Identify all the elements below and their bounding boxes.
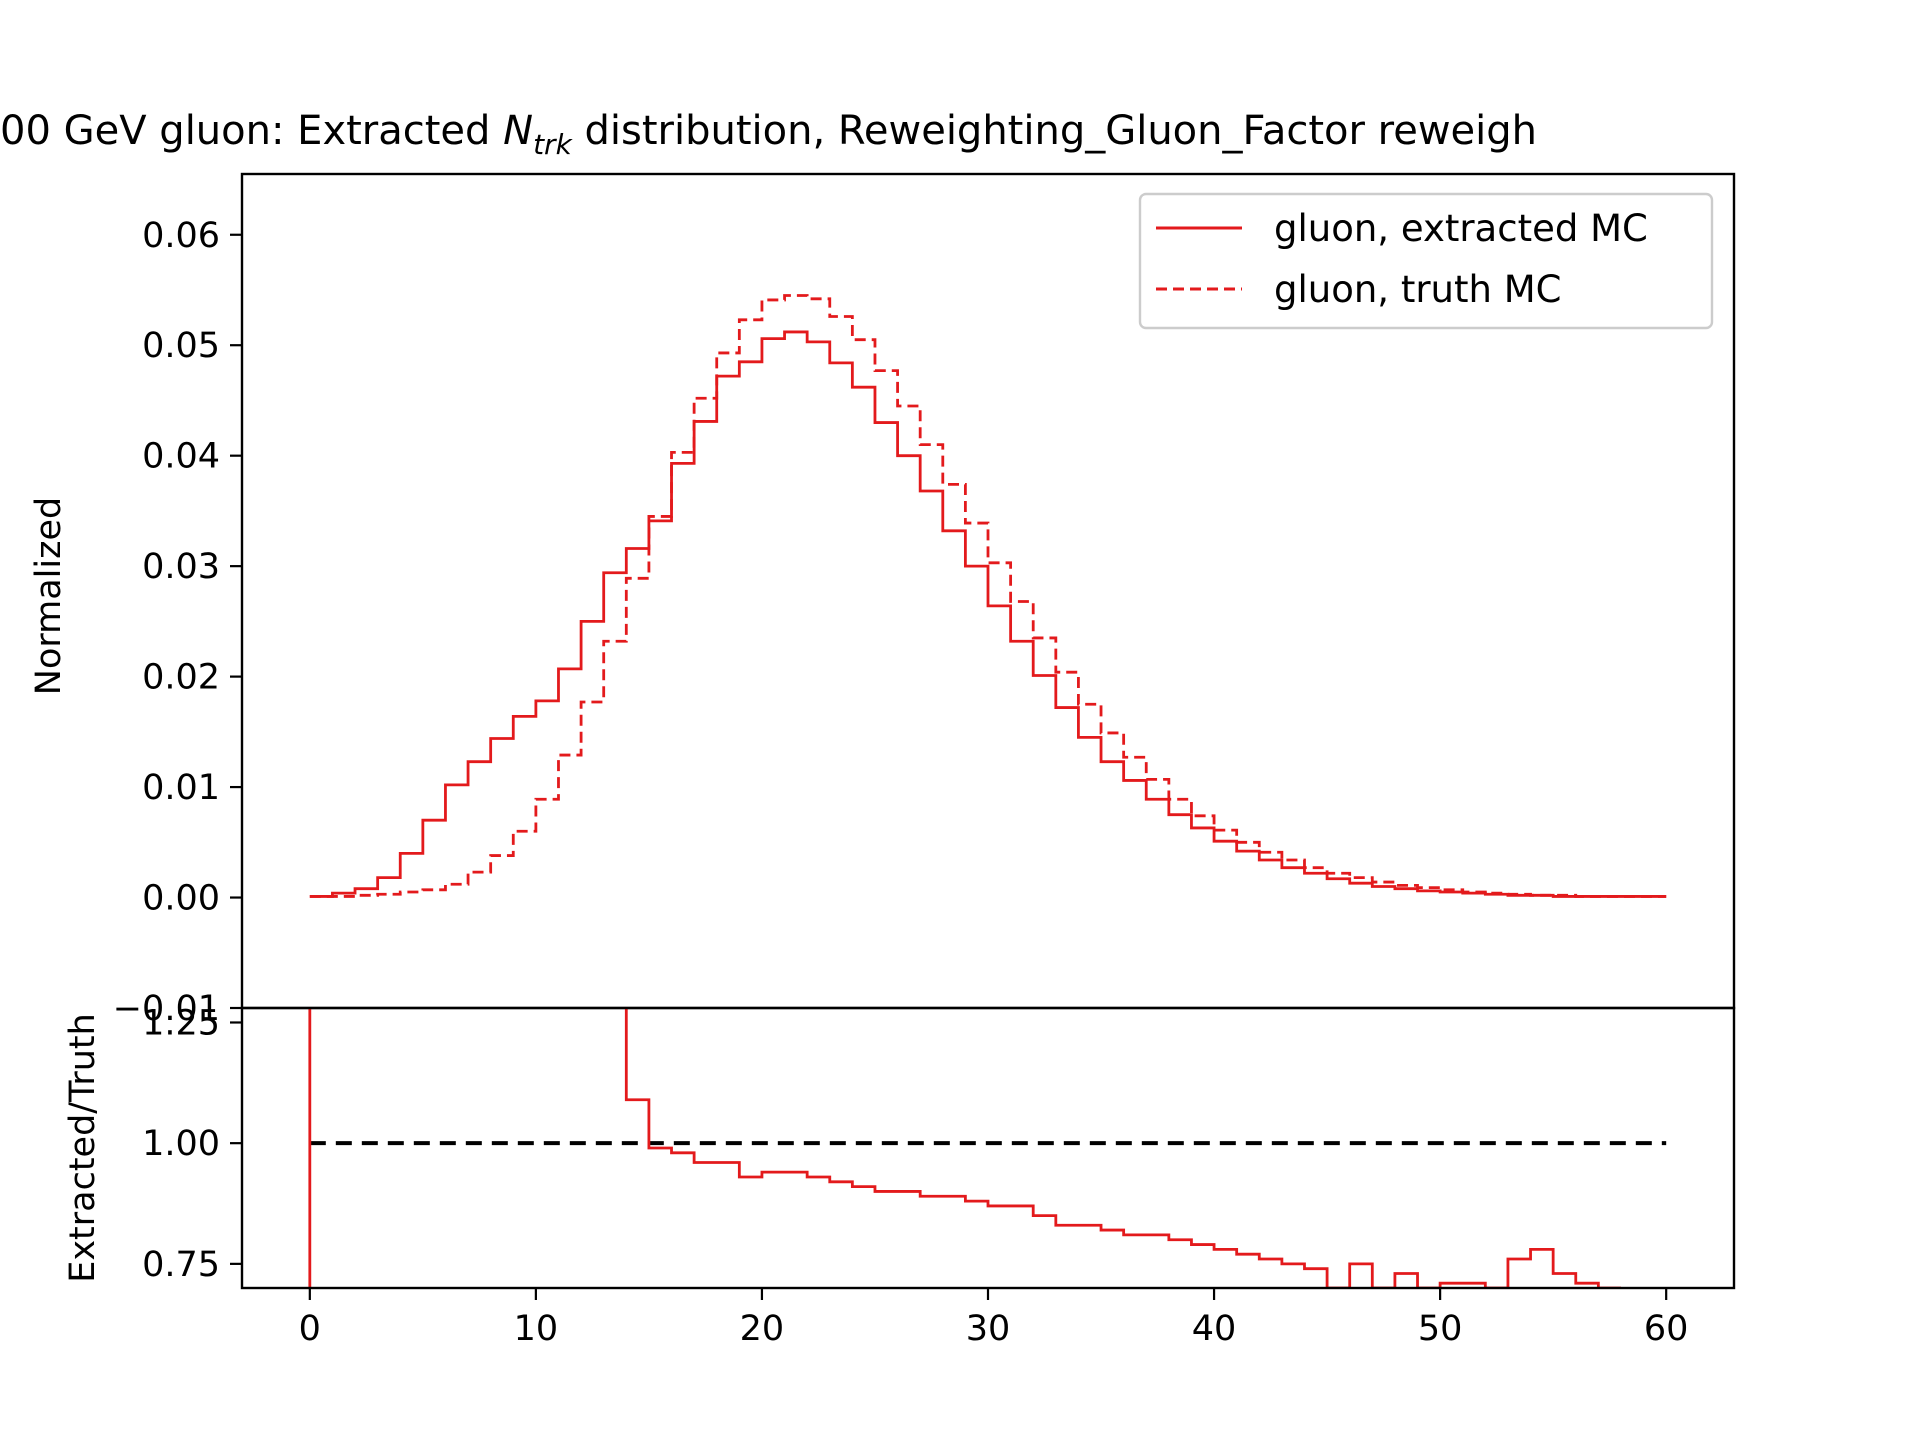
x-tick-label: 60: [1644, 1309, 1689, 1349]
title-prefix: 00 GeV gluon: Extracted: [0, 108, 503, 154]
ratio-y-label: Extracted/Truth: [63, 1013, 103, 1283]
legend-label-extracted: gluon, extracted MC: [1274, 207, 1648, 250]
series-extracted-line: [309, 330, 1667, 898]
main-y-tick-label: 0.05: [142, 326, 220, 366]
ratio-series-line: [624, 1008, 1621, 1288]
ratio-x-axis: 0 10 20 30 40 50 60: [299, 1288, 1689, 1349]
series-truth-line: [309, 294, 1667, 898]
legend-box: [1138, 192, 1714, 330]
main-plot-area: [309, 294, 1667, 898]
main-y-tick-label: 0.04: [142, 437, 220, 477]
title-suffix: distribution, Reweighting_Gluon_Factor r…: [572, 108, 1537, 154]
ratio-y-tick-label: 1.25: [142, 1003, 220, 1043]
title-var: N: [503, 108, 533, 154]
main-y-tick-label: 0.01: [142, 768, 220, 808]
x-tick-label: 10: [514, 1309, 559, 1349]
x-tick-label: 40: [1192, 1309, 1237, 1349]
x-tick-label: 0: [299, 1309, 321, 1349]
x-tick-label: 50: [1418, 1309, 1463, 1349]
chart-title: 00 GeV gluon: Extracted Ntrk distributio…: [0, 108, 1537, 161]
main-y-axis: −0.01 0.00 0.01 0.02 0.03 0.04 0.05 0.06: [113, 216, 242, 1029]
title-sub: trk: [533, 128, 573, 161]
legend: gluon, extracted MC gluon, truth MC: [1138, 192, 1714, 330]
ratio-y-tick-label: 0.75: [142, 1245, 220, 1285]
ratio-axes-frame: [240, 1006, 1736, 1290]
main-y-label: Normalized: [29, 497, 69, 695]
main-y-tick-label: 0.00: [142, 879, 220, 919]
x-tick-label: 20: [740, 1309, 785, 1349]
ratio-plot-area: [308, 1008, 1667, 1288]
main-y-tick-label: 0.06: [142, 216, 220, 256]
main-y-tick-label: 0.02: [142, 658, 220, 698]
legend-label-truth: gluon, truth MC: [1274, 268, 1561, 311]
ratio-y-axis: 0.75 1.00 1.25: [142, 1003, 242, 1285]
main-y-tick-label: −0.01: [113, 989, 220, 1029]
x-tick-label: 30: [966, 1309, 1011, 1349]
main-y-tick-label: 0.03: [142, 547, 220, 587]
ratio-y-tick-label: 1.00: [142, 1124, 220, 1164]
